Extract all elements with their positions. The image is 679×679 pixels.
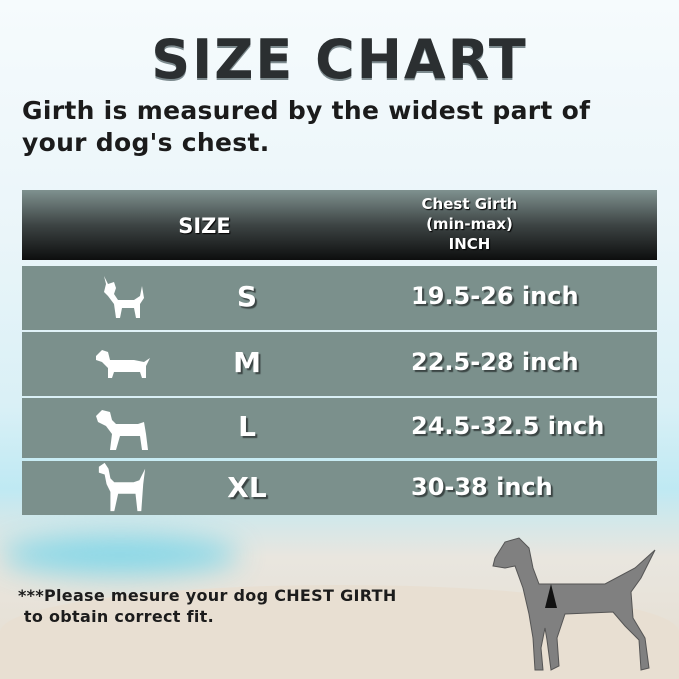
great-dane-icon (98, 462, 146, 512)
chihuahua-icon (104, 276, 144, 318)
header-girth: Chest Girth (min-max) INCH (352, 194, 587, 254)
measure-note: ***Please mesure your dog CHEST GIRTH to… (18, 585, 397, 627)
note-line2: to obtain correct fit. (18, 607, 215, 626)
girth-value: 24.5-32.5 inch (411, 412, 605, 440)
girth-value: 30-38 inch (411, 473, 553, 501)
subtitle: Girth is measured by the widest part of … (22, 96, 591, 157)
girth-value: 19.5-26 inch (411, 282, 579, 310)
size-label: S (236, 280, 258, 313)
table-row: L 24.5-32.5 inch (22, 398, 657, 458)
page-title: SIZE CHART (151, 28, 528, 91)
size-label: M (233, 346, 261, 379)
header-girth-line2: (min-max) (426, 215, 513, 233)
size-table: SIZE Chest Girth (min-max) INCH S 19.5-2… (22, 190, 657, 515)
table-header: SIZE Chest Girth (min-max) INCH (22, 190, 657, 260)
dog-measurement-illustration (492, 537, 656, 671)
size-label: XL (227, 471, 267, 504)
background-sea (0, 535, 240, 575)
header-girth-line1: Chest Girth (421, 195, 518, 213)
table-row: S 19.5-26 inch (22, 266, 657, 330)
table-row: M 22.5-28 inch (22, 332, 657, 396)
chest-girth-marker-icon (545, 584, 557, 608)
girth-value: 22.5-28 inch (411, 348, 579, 376)
size-label: L (238, 410, 256, 443)
header-girth-line3: INCH (448, 235, 491, 253)
note-line1: ***Please mesure your dog CHEST GIRTH (18, 586, 397, 605)
table-row: XL 30-38 inch (22, 461, 657, 515)
dachshund-icon (96, 350, 150, 378)
labrador-icon (96, 410, 148, 450)
header-size: SIZE (178, 214, 231, 238)
